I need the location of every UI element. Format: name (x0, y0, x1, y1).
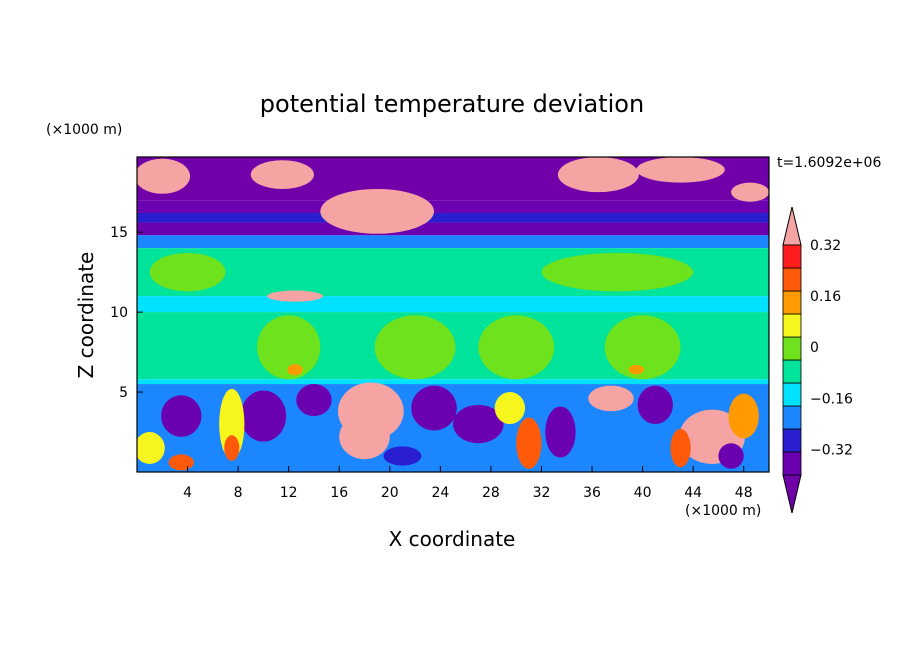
y-axis: 5 10 15 (110, 225, 143, 401)
colorbar-segment (782, 313, 802, 338)
band-3 (137, 222, 769, 236)
contour-region-0 (137, 158, 191, 194)
contour-region-19 (161, 395, 202, 437)
chart-title: potential temperature deviation (260, 90, 644, 118)
x-axis: 4 8 12 16 20 24 28 32 36 40 44 48 (183, 466, 753, 501)
band-4 (137, 235, 769, 249)
contour-region-14 (604, 315, 681, 380)
contour-region-1 (250, 160, 314, 189)
contour-region-23 (453, 404, 504, 444)
colorbar-segment (782, 244, 802, 269)
contour-region-17 (287, 364, 303, 376)
colorbar-tick-label: 0.16 (810, 289, 841, 305)
colorbar-tick-label: 0 (810, 340, 819, 356)
contour-region-22 (411, 385, 457, 431)
x-tick-label: 8 (234, 485, 243, 501)
contour-region-33 (728, 393, 759, 439)
colorbar-segment (782, 267, 802, 292)
x-tick-label: 24 (431, 485, 449, 501)
x-tick-label: 36 (583, 485, 601, 501)
x-tick-label: 20 (381, 485, 399, 501)
colorbar: 0.32 0.16 0 −0.16 −0.32 (782, 206, 853, 514)
band-1 (137, 200, 769, 213)
contour-region-15 (149, 252, 226, 292)
colorbar-over-arrow (782, 206, 802, 246)
contour-region-5 (731, 182, 769, 202)
contour-region-10 (588, 385, 634, 412)
contour-region-32 (670, 428, 691, 468)
contour-region-34 (718, 443, 744, 469)
contour-region-29 (168, 454, 194, 471)
colorbar-tick-label: 0.32 (810, 238, 841, 254)
x-tick-label: 40 (634, 485, 652, 501)
contour-region-11 (257, 315, 321, 380)
colorbar-segment (782, 359, 802, 384)
contour-region-21 (296, 384, 332, 417)
contour-region-4 (636, 157, 725, 183)
y-axis-label: Z coordinate (74, 252, 98, 379)
plot-area (137, 157, 769, 472)
x-tick-label: 32 (533, 485, 551, 501)
contour-region-25 (637, 385, 673, 425)
contour-region-3 (557, 157, 639, 193)
contour-region-8 (339, 414, 390, 460)
band-2 (137, 212, 769, 223)
contour-region-18 (628, 364, 644, 375)
x-tick-label: 16 (330, 485, 348, 501)
contour-region-20 (240, 390, 287, 442)
x-axis-label: X coordinate (389, 527, 516, 551)
y-tick-label: 5 (119, 385, 128, 401)
x-tick-label: 12 (280, 485, 298, 501)
colorbar-tick-label: −0.32 (810, 442, 853, 458)
contour-region-30 (516, 417, 542, 469)
band-8 (137, 379, 769, 385)
x-tick-label: 48 (735, 485, 753, 501)
y-tick-label: 15 (110, 225, 128, 241)
contour-region-13 (478, 315, 555, 380)
colorbar-segment (782, 290, 802, 315)
contour-region-35 (383, 446, 422, 466)
plot-frame (136, 156, 770, 473)
time-label: t=1.6092e+06 (777, 155, 881, 171)
colorbar-segment (782, 428, 802, 453)
band-6 (137, 296, 769, 313)
contour-region-2 (320, 188, 435, 234)
contour-region-12 (374, 315, 456, 380)
contour-region-28 (137, 432, 165, 465)
colorbar-tick-label: −0.16 (810, 391, 853, 407)
colorbar-segment (782, 451, 802, 476)
contour-region-16 (541, 252, 694, 292)
x-tick-label: 4 (183, 485, 192, 501)
contour-region-6 (267, 290, 323, 302)
contour-region-24 (545, 406, 576, 458)
contour-region-27 (224, 435, 240, 461)
y-unit-label: (×1000 m) (46, 122, 122, 138)
colorbar-segment (782, 405, 802, 430)
colorbar-segment (782, 382, 802, 407)
x-unit-label: (×1000 m) (685, 503, 761, 519)
y-tick-label: 10 (110, 305, 128, 321)
colorbar-under-arrow (782, 474, 802, 514)
x-tick-label: 44 (684, 485, 702, 501)
x-tick-label: 28 (482, 485, 500, 501)
contour-region-31 (494, 392, 526, 425)
colorbar-segment (782, 336, 802, 361)
